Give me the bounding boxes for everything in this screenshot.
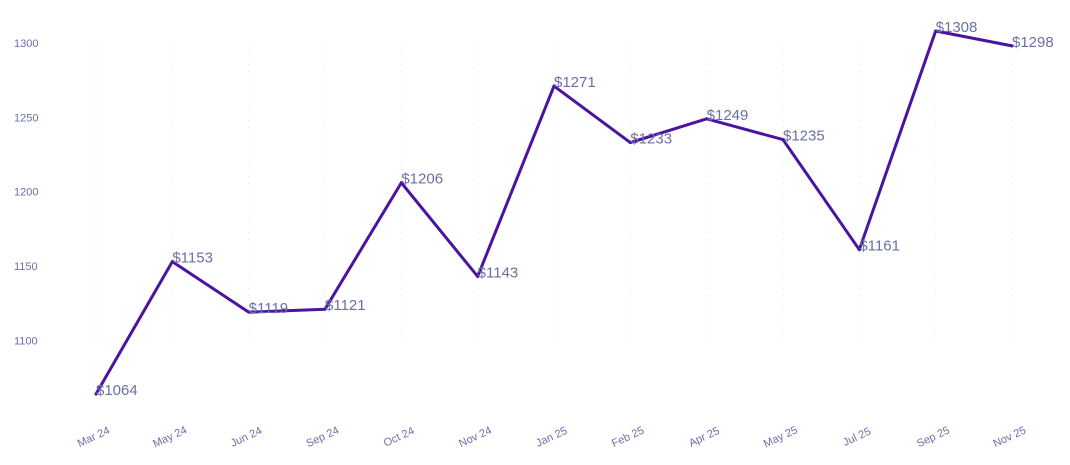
data-label: $1143: [478, 264, 519, 281]
data-point: [94, 392, 98, 396]
x-tick-label: Feb 25: [610, 425, 646, 450]
x-tick-label: Mar 24: [76, 425, 112, 450]
data-point: [399, 181, 403, 185]
y-tick-label: 1300: [14, 38, 38, 50]
data-label: $1161: [859, 238, 900, 255]
x-tick-label: May 25: [762, 424, 800, 450]
data-point: [552, 84, 556, 88]
data-label: $1064: [96, 382, 138, 399]
data-point: [1010, 44, 1014, 48]
data-label: $1233: [630, 131, 672, 148]
x-tick-label: Nov 25: [991, 424, 1028, 450]
data-label: $1308: [936, 19, 978, 36]
data-point: [247, 310, 251, 314]
series-layer: [94, 29, 1014, 396]
x-tick-label: Oct 24: [382, 425, 416, 450]
y-tick-label: 1100: [14, 335, 38, 347]
data-point: [781, 138, 785, 142]
data-point: [934, 29, 938, 33]
x-tick-label: May 24: [151, 424, 189, 450]
x-tick-label: Apr 25: [687, 425, 721, 450]
x-tick-label: Sep 25: [915, 424, 952, 450]
data-point: [857, 248, 861, 252]
y-tick-label: 1200: [14, 187, 38, 199]
data-label: $1119: [249, 300, 289, 317]
y-axis: 1100 1150 1200 1250 1300: [14, 38, 38, 348]
x-tick-label: Sep 24: [304, 424, 341, 450]
x-axis: Mar 24 May 24 Jun 24 Sep 24 Oct 24 Nov 24 Jan …: [76, 424, 1028, 450]
data-point: [476, 274, 480, 278]
x-tick-label: Jul 25: [841, 426, 873, 449]
data-label: $1121: [325, 297, 366, 314]
data-label: $1271: [554, 74, 596, 91]
data-label: $1249: [707, 107, 749, 124]
data-label: $1206: [401, 171, 443, 188]
grid-layer: [95, 42, 1013, 341]
data-point: [323, 307, 327, 311]
y-tick-label: 1150: [14, 261, 38, 273]
data-label: $1298: [1012, 34, 1054, 51]
data-label: $1153: [172, 250, 213, 267]
y-tick-label: 1250: [14, 112, 38, 124]
data-labels: $1064 $1153 $1119 $1121 $1206 $1143 $1271 $1233…: [96, 19, 1054, 399]
data-point: [628, 141, 632, 145]
x-tick-label: Jun 24: [229, 425, 264, 450]
data-label: $1235: [783, 128, 825, 145]
x-tick-label: Jan 25: [534, 425, 569, 450]
data-point: [170, 260, 174, 264]
x-tick-label: Nov 24: [457, 424, 494, 450]
data-point: [705, 117, 709, 121]
